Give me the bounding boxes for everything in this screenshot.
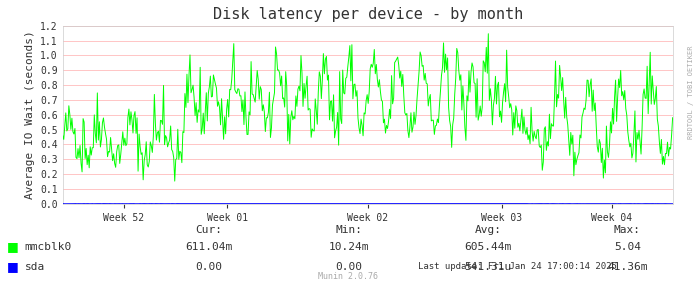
Text: ■: ■ xyxy=(7,260,19,274)
Text: 10.24m: 10.24m xyxy=(328,242,369,252)
Text: RRDTOOL / TOBI OETIKER: RRDTOOL / TOBI OETIKER xyxy=(687,45,694,139)
Text: Munin 2.0.76: Munin 2.0.76 xyxy=(319,272,378,281)
Text: sda: sda xyxy=(24,262,45,272)
Y-axis label: Average IO Wait (seconds): Average IO Wait (seconds) xyxy=(24,30,35,199)
Text: Max:: Max: xyxy=(614,225,641,234)
Text: 5.04: 5.04 xyxy=(614,242,641,252)
Text: ■: ■ xyxy=(7,240,19,253)
Text: mmcblk0: mmcblk0 xyxy=(24,242,72,252)
Text: 605.44m: 605.44m xyxy=(464,242,512,252)
Text: 41.36m: 41.36m xyxy=(607,262,648,272)
Text: Cur:: Cur: xyxy=(196,225,222,234)
Text: Min:: Min: xyxy=(335,225,362,234)
Text: Avg:: Avg: xyxy=(475,225,501,234)
Title: Disk latency per device - by month: Disk latency per device - by month xyxy=(213,7,523,22)
Text: Last update: Fri Jan 24 17:00:14 2025: Last update: Fri Jan 24 17:00:14 2025 xyxy=(418,262,617,272)
Text: 0.00: 0.00 xyxy=(335,262,362,272)
Text: 541.31u: 541.31u xyxy=(464,262,512,272)
Text: 611.04m: 611.04m xyxy=(185,242,233,252)
Text: 0.00: 0.00 xyxy=(196,262,222,272)
